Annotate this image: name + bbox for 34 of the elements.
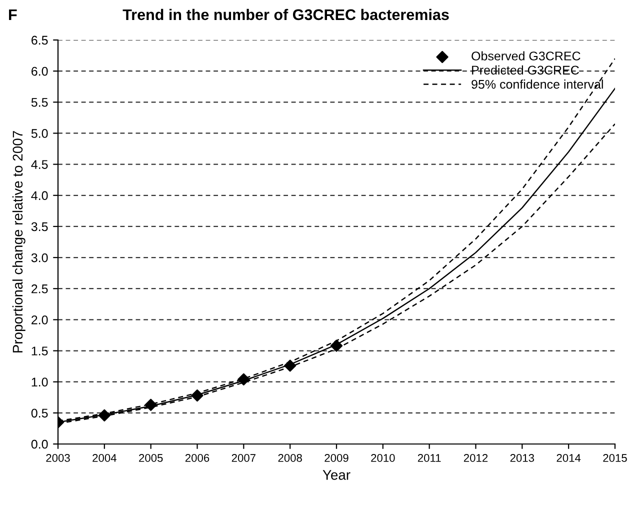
x-tick-label: 2003 <box>46 454 70 462</box>
x-tick-label: 2007 <box>232 454 256 462</box>
y-tick-label: 3.0 <box>31 253 48 262</box>
text: F <box>9 9 17 20</box>
x-tick-label: 2010 <box>371 454 395 462</box>
y-tick-label: 1.0 <box>32 378 48 386</box>
x-tick-label: 2005 <box>139 454 163 462</box>
x-tick-label: 2006 <box>185 454 210 462</box>
y-tick-label: 2.0 <box>32 315 48 324</box>
x-tick-label: 2013 <box>510 454 534 462</box>
legend-label: 95% confidence interval <box>472 80 603 89</box>
y-tick-label: 5.0 <box>31 129 48 138</box>
x-tick-label: 2014 <box>556 454 581 462</box>
y-tick-label: 6.5 <box>32 36 48 45</box>
legend-label: Observed G3CREC <box>472 51 580 60</box>
chart-title: Trend in the number of G3CREC bacteremias <box>122 8 449 20</box>
x-axis-title: Year <box>322 470 350 480</box>
y-tick-label: 3.5 <box>31 222 48 232</box>
x-tick-label: 2011 <box>418 454 441 462</box>
y-tick-label: 2.5 <box>32 284 48 294</box>
y-tick-label: 0.5 <box>31 408 48 418</box>
x-tick-label: 2015 <box>603 454 627 462</box>
y-tick-label: 4.5 <box>31 160 48 169</box>
x-tick-label: 2009 <box>324 454 348 462</box>
x-tick-label: 2008 <box>278 454 302 462</box>
x-tick-label: 2012 <box>464 454 488 462</box>
x-tick-label: 2004 <box>92 454 116 462</box>
y-tick-label: 5.5 <box>31 98 48 107</box>
y-tick-label: 6.0 <box>32 66 48 76</box>
y-tick-label: 1.5 <box>32 346 48 356</box>
y-tick-label: 0.0 <box>31 440 48 449</box>
y-axis-title: Proportional change relative to 2007 <box>12 131 26 352</box>
y-tick-label: 4.0 <box>31 191 48 200</box>
legend-label: Predicted G3CREC <box>472 65 579 75</box>
